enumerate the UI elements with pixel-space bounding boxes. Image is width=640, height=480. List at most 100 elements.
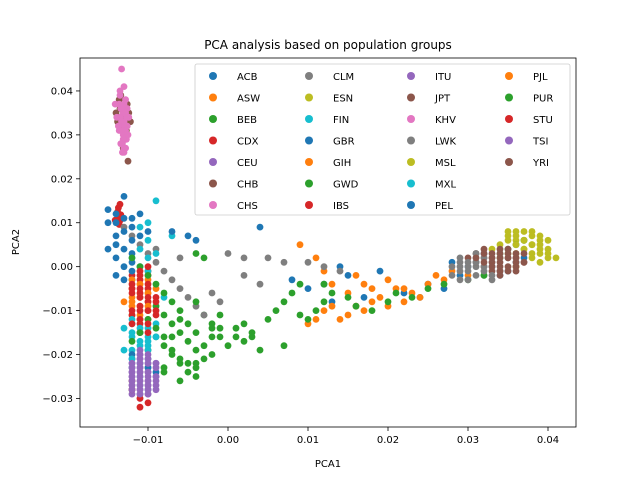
point-gwd: [232, 333, 240, 341]
point-chs: [116, 91, 124, 99]
legend-item-acb: ACB: [209, 72, 258, 83]
point-ibs: [136, 403, 144, 411]
y-tick-label: 0.04: [51, 86, 73, 97]
point-chs: [118, 65, 125, 73]
point-tsi: [136, 373, 144, 380]
point-mxl: [136, 337, 144, 345]
point-msl: [552, 254, 560, 262]
point-clm: [176, 254, 184, 262]
legend-item-gwd: GWD: [305, 179, 359, 191]
point-tsi: [152, 359, 160, 367]
point-gwd: [320, 280, 328, 288]
point-gwd: [280, 298, 288, 306]
point-pur: [200, 342, 208, 350]
point-yri: [472, 254, 480, 262]
legend-item-cdx: CDX: [209, 136, 259, 148]
point-beb: [168, 320, 176, 328]
point-ibs: [144, 399, 152, 407]
point-msl: [528, 241, 536, 249]
point-pur: [152, 280, 160, 288]
point-beb: [208, 333, 216, 341]
legend-item-jpt: JPT: [407, 93, 451, 105]
point-yri: [488, 263, 496, 271]
point-gwd: [304, 316, 312, 323]
point-clm: [264, 254, 272, 262]
point-lwk: [480, 267, 488, 275]
point-tsi: [152, 373, 160, 380]
legend-marker: [305, 72, 313, 80]
point-pur: [128, 337, 136, 345]
point-gwd: [392, 289, 400, 297]
legend-label: KHV: [435, 115, 456, 126]
point-mxl: [144, 254, 152, 262]
point-gwd: [424, 285, 432, 292]
point-beb: [168, 333, 176, 341]
y-axis: −0.03 −0.02 −0.01 0.00 0.01 0.02 0.03 0.04: [42, 86, 80, 405]
point-asw: [320, 307, 328, 314]
point-yri: [520, 258, 528, 266]
point-khv: [120, 100, 128, 108]
point-clm: [200, 311, 208, 319]
point-clm: [304, 258, 312, 266]
legend-label: CHS: [237, 201, 258, 212]
point-stu: [128, 307, 136, 314]
legend-marker: [407, 136, 415, 145]
x-tick-label: 0.01: [297, 435, 319, 446]
point-acb: [344, 272, 352, 279]
point-mxl: [120, 346, 128, 354]
point-asw: [328, 280, 336, 288]
point-pur: [184, 320, 192, 328]
point-gwd: [440, 280, 448, 288]
x-axis: −0.01 0.00 0.01 0.02 0.03 0.04: [133, 427, 559, 446]
legend-item-gbr: GBR: [305, 136, 355, 148]
point-stu: [144, 329, 152, 336]
point-stu: [136, 307, 144, 314]
legend-label: LWK: [435, 137, 457, 148]
point-lwk: [456, 263, 464, 271]
x-tick-label: 0.04: [537, 435, 559, 446]
point-stu: [136, 285, 144, 292]
point-gwd: [352, 302, 360, 310]
legend-label: GIH: [333, 158, 351, 169]
legend-item-pur: PUR: [505, 93, 553, 105]
point-gwd: [192, 364, 200, 372]
point-tsi: [136, 390, 144, 398]
point-pel: [192, 236, 200, 244]
point-clm: [208, 289, 216, 297]
legend-label: PEL: [435, 201, 453, 212]
point-khv: [115, 122, 122, 130]
point-beb: [176, 316, 184, 323]
point-stu: [136, 267, 144, 275]
legend-label: FIN: [333, 115, 349, 126]
legend-item-chb: CHB: [209, 179, 259, 191]
legend-label: ITU: [435, 72, 451, 83]
legend-marker: [305, 115, 313, 123]
legend-item-msl: MSL: [407, 158, 456, 169]
y-tick-label: −0.03: [42, 394, 73, 405]
point-khv: [120, 149, 128, 156]
point-yri: [504, 254, 512, 262]
point-khv: [124, 131, 132, 139]
legend-marker: [209, 115, 217, 123]
point-yri: [520, 250, 528, 257]
legend-marker: [505, 136, 513, 145]
point-clm: [456, 276, 464, 284]
point-clm: [224, 250, 232, 257]
point-yri: [504, 263, 512, 271]
point-beb: [216, 324, 224, 332]
point-pel: [184, 232, 192, 240]
point-pel: [112, 232, 120, 240]
point-pur: [168, 298, 176, 306]
point-clm: [240, 254, 248, 262]
x-tick-label: 0.02: [377, 435, 399, 446]
point-pel: [112, 210, 120, 218]
point-tsi: [128, 386, 136, 394]
point-clm: [152, 258, 160, 266]
point-gwd: [296, 311, 304, 319]
legend-marker: [305, 93, 313, 102]
legend-label: MSL: [435, 158, 456, 169]
point-pur: [160, 289, 168, 297]
legend-label: STU: [533, 115, 553, 126]
point-gwd: [408, 294, 416, 301]
point-asw: [368, 285, 376, 292]
